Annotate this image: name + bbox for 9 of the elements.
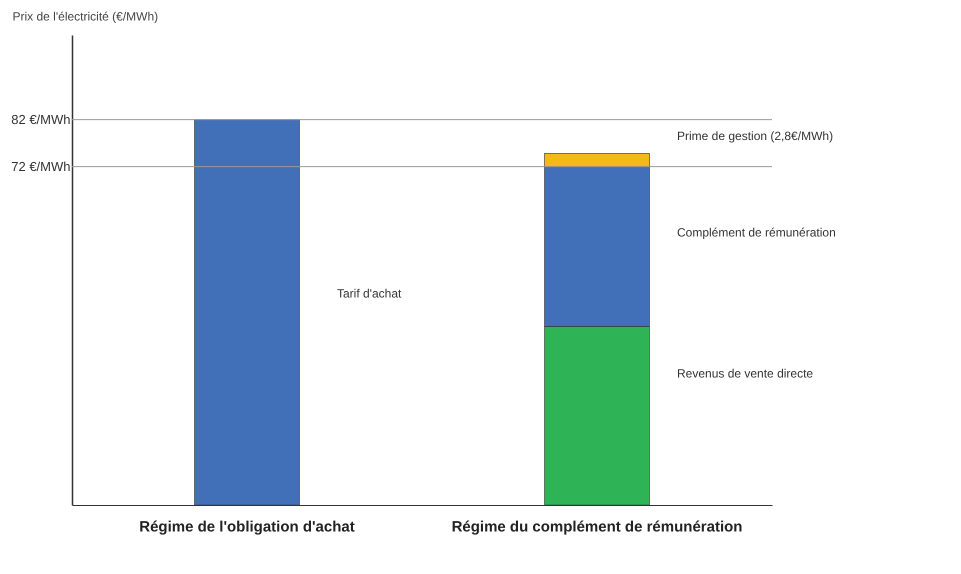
annotation: Complément de rémunération bbox=[677, 225, 836, 240]
x-tick-label: Régime du complément de rémunération bbox=[452, 518, 742, 536]
y-tick-label: 72 €/MWh bbox=[11, 159, 70, 174]
y-tick-label: 82 €/MWh bbox=[11, 112, 70, 128]
x-tick-label: Régime de l'obligation d'achat bbox=[139, 518, 355, 536]
annotation: Prime de gestion (2,8€/MWh) bbox=[677, 129, 834, 144]
y-axis-title: Prix de l'électricité (€/MWh) bbox=[12, 10, 158, 24]
annotation: Revenus de vente directe bbox=[677, 366, 814, 380]
annotation: Tarif d'achat bbox=[337, 286, 402, 300]
